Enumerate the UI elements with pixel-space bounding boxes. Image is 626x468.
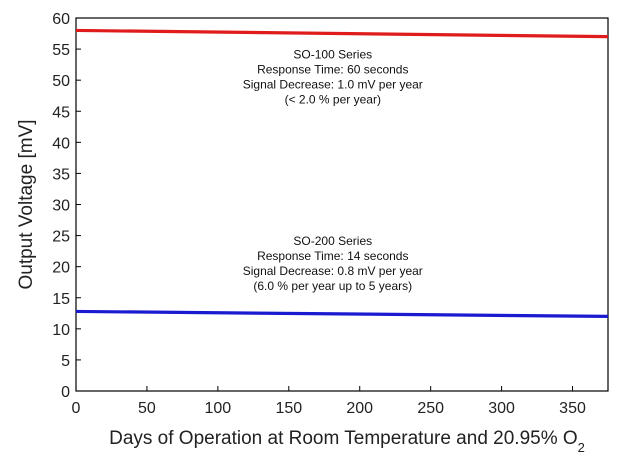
y-tick-label: 20 (52, 260, 70, 277)
x-tick-label: 0 (72, 400, 81, 417)
y-tick-label: 10 (52, 322, 70, 339)
x-tick-label: 300 (488, 400, 515, 417)
annotation-line: Response Time: 60 seconds (257, 62, 408, 76)
x-tick-label: 350 (559, 400, 586, 417)
annotation-line: Response Time: 14 seconds (257, 249, 408, 263)
y-tick-label: 40 (52, 135, 70, 152)
series-line-2 (75, 309, 609, 318)
x-tick-label: 150 (275, 400, 302, 417)
annotation-line: (6.0 % per year up to 5 years) (253, 279, 412, 293)
y-tick-label: 60 (52, 11, 70, 28)
series-line-1 (75, 28, 609, 39)
chart-axes: 0 5 10 15 20 25 30 35 40 45 50 55 60 0 50 100 150 200 250 3… (52, 11, 609, 417)
y-axis-label: Output Voltage [mV] (16, 119, 37, 289)
y-tick-label: 25 (52, 229, 70, 246)
y-tick-label: 0 (61, 384, 70, 401)
x-tick-label: 50 (138, 400, 156, 417)
x-axis-label: Days of Operation at Room Temperature an… (109, 428, 585, 455)
annotation-line: Signal Decrease: 0.8 mV per year (243, 264, 423, 278)
chart-series (75, 28, 609, 318)
x-tick-label: 100 (205, 400, 232, 417)
annotation-line: Signal Decrease: 1.0 mV per year (243, 77, 423, 91)
annotation-line: SO-100 Series (293, 47, 372, 61)
x-axis-label-text: Days of Operation at Room Temperature an… (109, 428, 578, 449)
y-tick-label: 15 (52, 291, 70, 308)
y-tick-label: 55 (52, 42, 70, 59)
y-tick-label: 45 (52, 104, 70, 121)
y-tick-label: 50 (52, 73, 70, 90)
x-tick-label: 250 (417, 400, 444, 417)
x-tick-label: 200 (346, 400, 373, 417)
x-axis-label-subscript: 2 (578, 440, 585, 455)
y-tick-label: 5 (61, 353, 70, 370)
annotation-line: SO-200 Series (293, 234, 372, 248)
annotation-line: (< 2.0 % per year) (285, 92, 381, 106)
y-tick-label: 30 (52, 198, 70, 215)
y-tick-label: 35 (52, 166, 70, 183)
